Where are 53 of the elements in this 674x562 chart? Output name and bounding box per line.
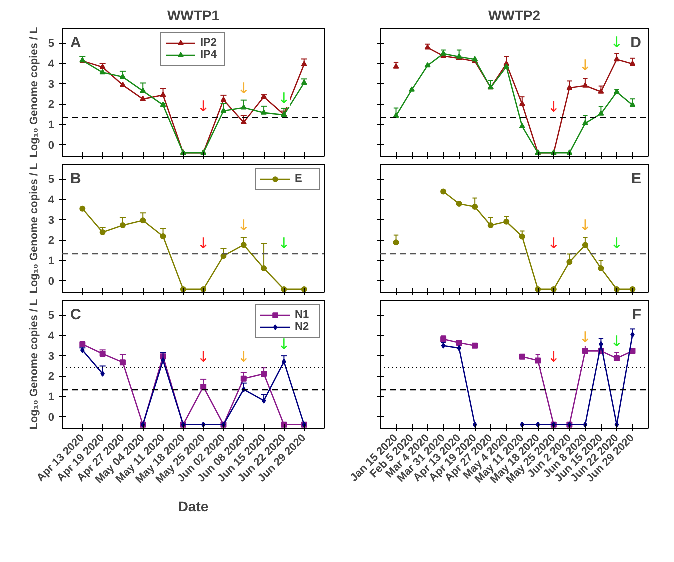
annotation: ↓ xyxy=(610,34,624,52)
legend-label: IP4 xyxy=(200,49,218,61)
y-tick-label: 3 xyxy=(48,78,55,91)
y-tick-label: 0 xyxy=(48,140,55,152)
legend-label: N2 xyxy=(295,321,310,333)
x-axis-title: Date xyxy=(178,498,209,514)
y-tick-label: 1 xyxy=(48,392,55,404)
annotation: F xyxy=(632,306,642,324)
annotation: ↓ xyxy=(548,348,560,366)
y-tick-label: 2 xyxy=(48,99,55,112)
y-tick-label: 2 xyxy=(48,235,55,248)
y-tick-label: 0 xyxy=(48,412,55,424)
annotation: ↓ xyxy=(278,89,290,108)
y-tick-label: 0 xyxy=(48,276,55,288)
y-tick-label: 4 xyxy=(48,330,56,342)
annotation: ↓ xyxy=(579,216,592,234)
annotation: ↓ xyxy=(610,234,624,252)
annotation: ↓ xyxy=(238,216,250,234)
annotation: D xyxy=(630,34,642,52)
annotation: ↓ xyxy=(548,234,560,252)
annotation: ↓ xyxy=(238,348,250,366)
y-tick-label: 1 xyxy=(48,120,55,132)
y-axis-title: Log₁₀ Genome copies / L xyxy=(28,298,40,430)
chart-title: WWTP2 xyxy=(488,8,541,24)
annotation: ↓ xyxy=(278,335,290,354)
y-tick-label: 1 xyxy=(48,256,55,268)
annotation: ↓ xyxy=(197,348,210,366)
y-tick-label: 4 xyxy=(48,194,56,206)
annotation: ↓ xyxy=(238,79,250,98)
y-tick-label: 3 xyxy=(48,350,55,363)
y-tick-label: 3 xyxy=(48,214,55,227)
annotation: ↓ xyxy=(197,97,210,116)
y-axis-title: Log₁₀ Genome copies / L xyxy=(28,162,40,294)
y-tick-label: 5 xyxy=(48,310,55,322)
annotation: E xyxy=(631,170,642,188)
y-tick-label: 2 xyxy=(48,371,55,384)
legend-label: IP2 xyxy=(200,37,218,49)
annotation: ↓ xyxy=(278,234,290,252)
legend-label: N1 xyxy=(295,309,310,321)
y-tick-label: 5 xyxy=(48,38,55,50)
annotation: ↓ xyxy=(548,98,560,116)
y-axis-title: Log₁₀ Genome copies / L xyxy=(28,26,40,158)
y-tick-label: 4 xyxy=(48,58,56,70)
annotation: ↓ xyxy=(579,328,592,346)
annotation: C xyxy=(70,306,82,324)
annotation: ↓ xyxy=(579,56,592,74)
annotation: ↓ xyxy=(197,234,210,252)
y-tick-label: 5 xyxy=(48,174,55,186)
annotation: ↓ xyxy=(610,332,624,350)
annotation: B xyxy=(70,170,82,188)
annotation: A xyxy=(70,34,82,52)
legend-label: E xyxy=(295,173,304,185)
chart-title: WWTP1 xyxy=(167,8,220,24)
